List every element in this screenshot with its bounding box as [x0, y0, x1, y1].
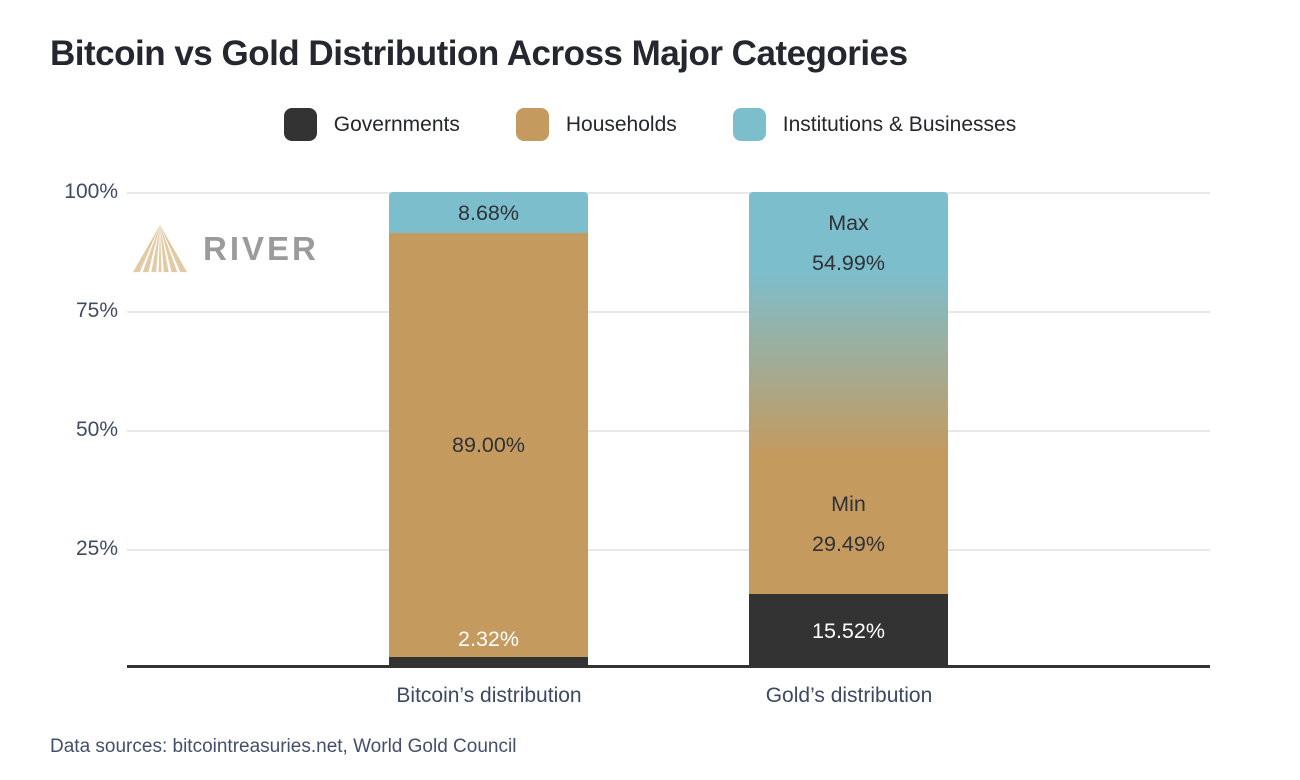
- bitcoin-households-segment[interactable]: 89.00%: [389, 233, 588, 657]
- legend-item-institutions[interactable]: Institutions & Businesses: [732, 108, 1017, 141]
- max-label-block: Max 54.99%: [749, 203, 948, 283]
- gold-institutions-max-segment[interactable]: Max 54.99%: [749, 192, 948, 454]
- gold-governments-segment[interactable]: 15.52%: [749, 594, 948, 668]
- gold-governments-value-label: 15.52%: [812, 619, 885, 644]
- legend-label: Governments: [333, 112, 460, 136]
- max-title-label: Max: [828, 211, 869, 235]
- legend: Governments Households Institutions & Bu…: [0, 108, 1300, 141]
- gold-category-label: Gold’s distribution: [765, 684, 933, 707]
- gridline-75: [127, 311, 1210, 313]
- bitcoin-governments-value-label: 2.32%: [458, 627, 519, 651]
- river-wordmark: RIVER: [203, 230, 319, 267]
- gridline-50: [127, 430, 1210, 432]
- bitcoin-bar: 8.68% 89.00% 2.32%: [389, 192, 588, 668]
- gridline-25: [127, 549, 1210, 551]
- legend-item-households[interactable]: Households: [515, 108, 677, 141]
- segment-value-label: 8.68%: [458, 200, 519, 225]
- legend-label: Households: [565, 112, 677, 136]
- chart-title: Bitcoin vs Gold Distribution Across Majo…: [50, 34, 908, 73]
- households-swatch-icon: [515, 108, 549, 141]
- gold-bar: Max 54.99% Min 29.49% 15.52%: [749, 192, 948, 668]
- data-sources-note: Data sources: bitcointreasuries.net, Wor…: [50, 736, 517, 757]
- min-value-label: 29.49%: [812, 531, 885, 556]
- bitcoin-category-label: Bitcoin’s distribution: [396, 684, 582, 707]
- river-logo-icon: [133, 224, 187, 273]
- plot-area: RIVER 8.68% 89.00% 2.32% Max 54.99% Min …: [127, 192, 1210, 668]
- institutions-swatch-icon: [732, 108, 766, 141]
- x-axis-line: [127, 665, 1210, 668]
- bitcoin-governments-segment[interactable]: [389, 656, 588, 668]
- river-watermark: RIVER: [131, 222, 319, 276]
- legend-item-governments[interactable]: Governments: [283, 108, 460, 141]
- gridline-100: [127, 192, 1210, 194]
- min-title-label: Min: [831, 491, 866, 516]
- y-tick-75: 75%: [75, 299, 118, 322]
- bitcoin-institutions-segment[interactable]: 8.68%: [389, 192, 588, 234]
- legend-label: Institutions & Businesses: [782, 112, 1017, 136]
- y-axis: 100% 75% 50% 25%: [30, 180, 118, 668]
- segment-value-label: 89.00%: [452, 433, 525, 458]
- y-tick-50: 50%: [75, 418, 118, 441]
- y-tick-100: 100%: [64, 180, 118, 203]
- governments-swatch-icon: [283, 108, 317, 141]
- max-value-label: 54.99%: [812, 251, 885, 275]
- y-tick-25: 25%: [75, 537, 118, 560]
- gold-households-min-segment[interactable]: Min 29.49%: [749, 453, 948, 595]
